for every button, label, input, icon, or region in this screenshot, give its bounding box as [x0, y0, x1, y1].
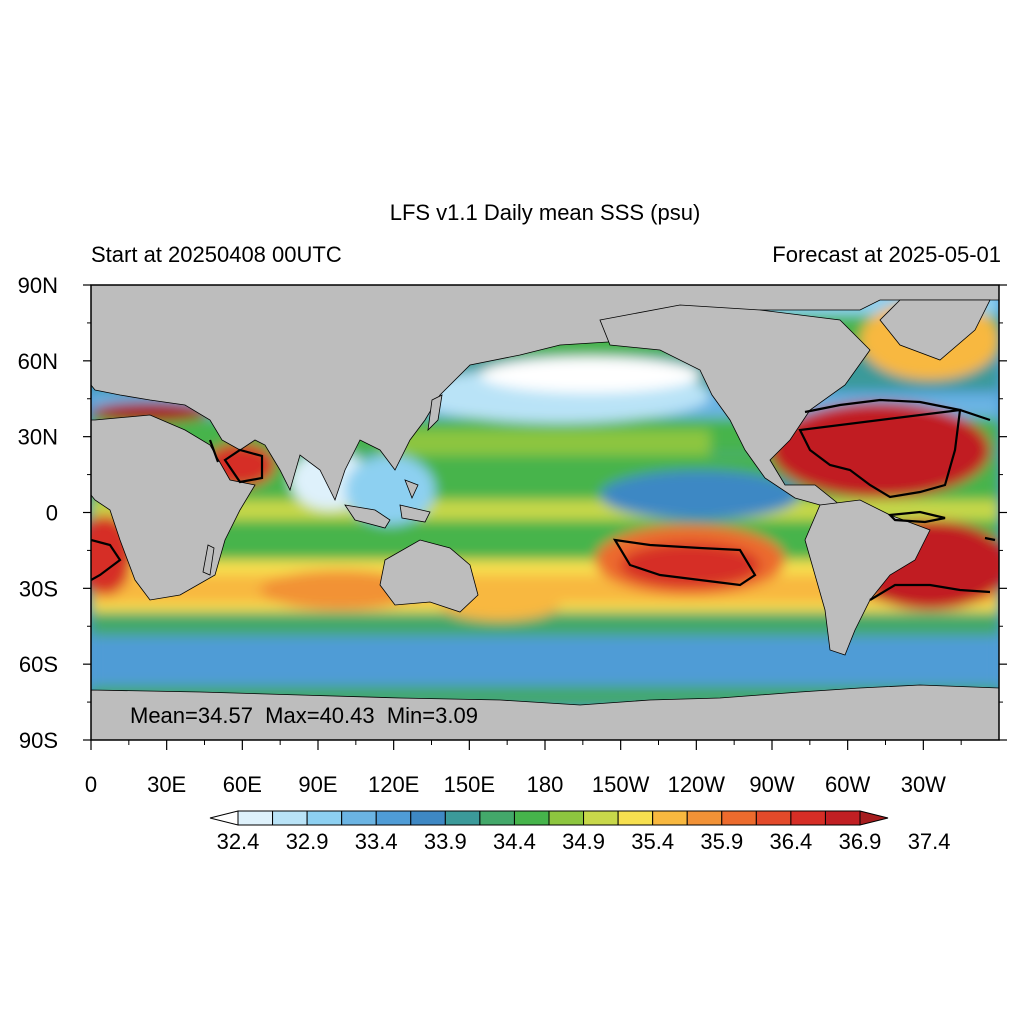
colorbar-box	[341, 810, 377, 826]
colorbar-label: 34.4	[493, 829, 536, 854]
lat-tick-label: 60N	[18, 349, 58, 374]
colorbar-box	[410, 810, 446, 826]
colorbar: 32.4 32.9 33.4 33.9 34.4 34.9 35.4 35.9 36.4 36.9…	[209, 810, 951, 854]
colorbar-label: 32.9	[286, 829, 329, 854]
lon-tick-label: 150W	[592, 772, 650, 797]
lon-tick-label: 120W	[668, 772, 726, 797]
longitude-axis: 0 30E 60E 90E 120E 150E 180 150W 120W 90W 60W 30W	[85, 740, 962, 797]
contour-north-atlantic	[798, 398, 991, 499]
lon-tick-label: 60W	[825, 772, 870, 797]
forecast-time-subtitle: Forecast at 2025-05-01	[772, 242, 1001, 267]
map-title: LFS v1.1 Daily mean SSS (psu)	[390, 200, 701, 225]
colorbar-box	[444, 810, 481, 826]
colorbar-box	[583, 810, 619, 826]
lon-tick-label: 60E	[223, 772, 262, 797]
contour-red-sea	[208, 439, 220, 463]
colorbar-label: 33.4	[355, 829, 398, 854]
lon-tick-label: 30E	[147, 772, 186, 797]
colorbar-label: 35.9	[700, 829, 743, 854]
antarctica-land	[91, 684, 999, 740]
colorbar-box	[617, 810, 654, 826]
lat-tick-label: 30S	[19, 576, 58, 601]
japan-land	[427, 394, 443, 432]
colorbar-box	[548, 810, 585, 826]
lon-tick-label: 0	[85, 772, 97, 797]
stats-annotation: Mean=34.57 Max=40.43 Min=3.09	[130, 703, 478, 728]
colorbar-box	[652, 810, 688, 826]
madagascar-land	[202, 544, 215, 576]
colorbar-box	[306, 810, 343, 826]
lon-tick-label: 90E	[298, 772, 337, 797]
colorbar-box	[686, 810, 723, 826]
africa-land	[91, 414, 256, 601]
lon-tick-label: 90W	[749, 772, 794, 797]
colorbar-box	[479, 810, 515, 826]
colorbar-label: 36.9	[839, 829, 882, 854]
colorbar-box	[721, 810, 757, 826]
colorbar-box	[755, 810, 792, 826]
colorbar-high-triangle	[859, 810, 889, 826]
colorbar-label: 35.4	[631, 829, 674, 854]
colorbar-box	[375, 810, 412, 826]
maritime-continent-land	[344, 479, 431, 529]
lat-tick-label: 60S	[19, 652, 58, 677]
lon-tick-label: 180	[527, 772, 564, 797]
contour-south-atlantic	[869, 510, 996, 601]
colorbar-box	[237, 810, 274, 826]
lat-tick-label: 0	[46, 501, 58, 526]
south-america-land	[804, 499, 931, 656]
colorbar-box	[272, 810, 308, 826]
colorbar-label: 34.9	[562, 829, 605, 854]
lat-tick-label: 30N	[18, 425, 58, 450]
lon-tick-label: 30W	[901, 772, 946, 797]
colorbar-label: 36.4	[769, 829, 812, 854]
colorbar-label: 33.9	[424, 829, 467, 854]
lon-tick-label: 150E	[444, 772, 495, 797]
contour-east-atlantic	[91, 538, 122, 581]
contour-arabian-sea	[223, 448, 264, 484]
contour-south-pacific	[612, 538, 757, 587]
lat-tick-label: 90S	[19, 728, 58, 753]
colorbar-box	[824, 810, 861, 826]
colorbar-low-triangle	[209, 810, 239, 826]
australia-land	[379, 539, 479, 613]
lat-tick-label: 90N	[18, 273, 58, 298]
colorbar-box	[790, 810, 826, 826]
salinity-contours	[91, 398, 996, 601]
lon-tick-label: 120E	[368, 772, 419, 797]
colorbar-label: 37.4	[908, 829, 951, 854]
start-time-subtitle: Start at 20250408 00UTC	[91, 242, 342, 267]
land-masses	[91, 285, 999, 740]
north-america-land	[599, 304, 871, 506]
colorbar-label: 32.4	[217, 829, 260, 854]
colorbar-box	[513, 810, 550, 826]
latitude-axis: 90N 60N 30N 0 30S 60S 90S	[18, 273, 1007, 753]
greenland-land	[879, 299, 991, 361]
